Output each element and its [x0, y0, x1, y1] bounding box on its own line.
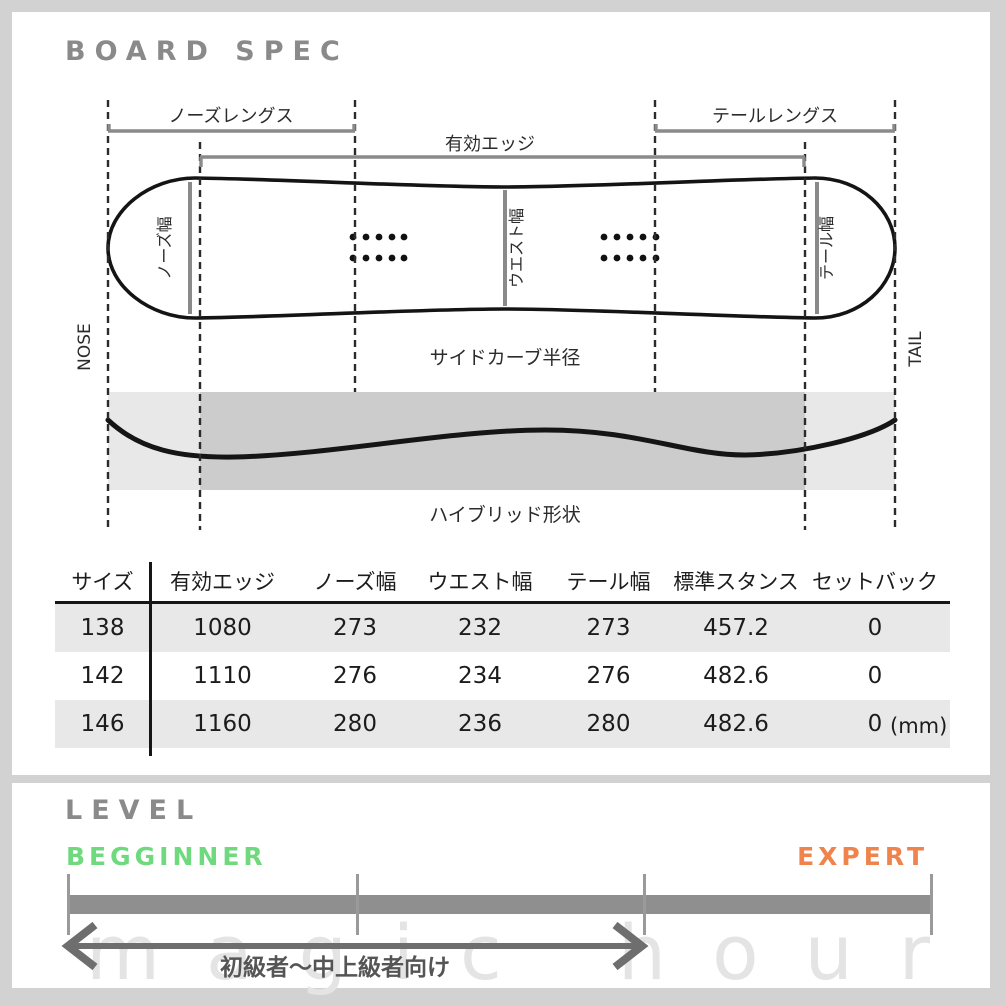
cell-setback: 0 [867, 615, 883, 641]
spec-table-row-142: 142 1110 276 234 276 482.6 0 [55, 652, 950, 700]
cell-waist-width: 234 [458, 663, 502, 689]
beginner-label: BEGGINNER [66, 842, 267, 871]
cell-waist-width: 236 [458, 711, 502, 737]
dashed-guide-lines [106, 100, 897, 530]
tail-length-label: テールレングス [712, 106, 838, 127]
col-header-nose-width: ノーズ幅 [313, 570, 397, 594]
table-unit-label: (mm) [890, 714, 948, 738]
level-tick-3 [643, 874, 646, 935]
cell-nose-width: 280 [333, 711, 377, 737]
cell-waist-width: 232 [458, 615, 502, 641]
effective-edge-label: 有効エッジ [445, 134, 535, 155]
cell-setback: 0 [867, 711, 883, 737]
cell-size: 142 [80, 663, 125, 689]
spec-table-row-146: 146 1160 280 236 280 482.6 0 [55, 700, 950, 748]
col-header-waist-width: ウエスト幅 [427, 570, 533, 594]
level-tick-2 [356, 874, 359, 935]
cell-stance: 482.6 [703, 663, 769, 689]
nose-width-label: ノーズ幅 [155, 216, 174, 279]
camber-band-nose [108, 392, 200, 490]
cell-tail-width: 273 [586, 615, 631, 641]
sidecurve-radius-label: サイドカーブ半径 [430, 346, 581, 369]
cell-effective-edge: 1160 [193, 711, 252, 737]
cell-size: 138 [80, 615, 125, 641]
cell-effective-edge: 1080 [193, 615, 252, 641]
table-header-rule [55, 601, 950, 604]
spec-table-header-row: サイズ 有効エッジ ノーズ幅 ウエスト幅 テール幅 標準スタンス セットバック [55, 560, 950, 602]
watermark-text: magic hour [86, 908, 976, 997]
cell-stance: 457.2 [703, 615, 769, 641]
level-bar [68, 895, 933, 914]
nose-length-label: ノーズレングス [168, 106, 293, 127]
level-title: LEVEL [65, 795, 203, 826]
level-panel [12, 783, 990, 988]
nose-end-label: NOSE [75, 323, 95, 371]
table-column-divider [149, 562, 152, 756]
expert-label: EXPERT [797, 842, 928, 871]
measurement-brackets [107, 124, 896, 167]
waist-width-label: ウエスト幅 [507, 208, 526, 288]
cell-setback: 0 [867, 663, 883, 689]
level-target-label: 初級者〜中上級者向け [220, 955, 450, 981]
col-header-effective-edge: 有効エッジ [170, 570, 275, 594]
level-tick-1 [67, 874, 70, 935]
tail-end-label: TAIL [906, 331, 926, 368]
col-header-size: サイズ [71, 570, 134, 594]
tail-width-label: テール幅 [817, 216, 836, 280]
cell-stance: 482.6 [703, 711, 769, 737]
cell-nose-width: 276 [333, 663, 377, 689]
camber-band-center [200, 392, 805, 490]
board-spec-title: BOARD SPEC [65, 36, 349, 67]
col-header-stance: 標準スタンス [673, 570, 799, 594]
camber-profile-curve [105, 417, 898, 460]
level-tick-4 [930, 874, 933, 935]
cell-effective-edge: 1110 [193, 663, 252, 689]
cell-tail-width: 276 [586, 663, 631, 689]
cell-tail-width: 280 [586, 711, 631, 737]
cell-size: 146 [80, 711, 125, 737]
board-outline [106, 176, 897, 320]
board-diagram: ノーズレングス テールレングス 有効エッジ ノーズ幅 ウエスト幅 テール幅 NO… [75, 100, 926, 530]
level-range-arrow [61, 921, 649, 971]
board-shape-label: ハイブリッド形状 [429, 503, 581, 526]
spec-table-row-138: 138 1080 273 232 273 457.2 0 [55, 604, 950, 652]
col-header-tail-width: テール幅 [566, 570, 651, 594]
cell-nose-width: 273 [333, 615, 377, 641]
col-header-setback: セットバック [812, 570, 938, 594]
